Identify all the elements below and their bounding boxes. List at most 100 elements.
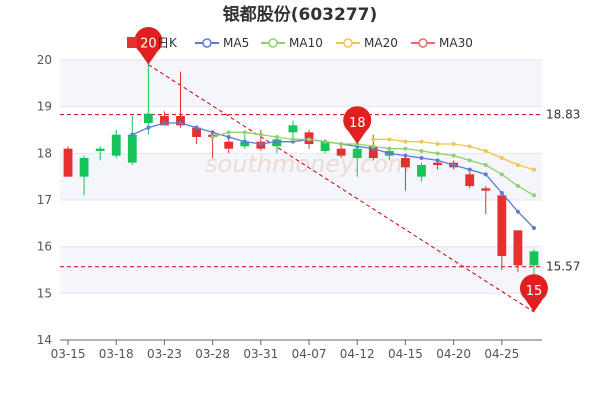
ma20-point [419, 139, 424, 144]
ma5-point [226, 135, 231, 139]
legend-item-ma30[interactable]: MA30 [411, 36, 473, 50]
candle-body [63, 148, 73, 177]
ma20-point [483, 149, 488, 153]
ma10-point [499, 172, 504, 177]
ma5-point [194, 125, 199, 130]
ma10-point [274, 135, 279, 139]
x-tick-label: 03-23 [147, 347, 182, 361]
ma5-point [242, 139, 247, 144]
ma20-point [403, 139, 408, 144]
candle-body [401, 158, 410, 168]
ma10-point [339, 142, 344, 146]
candle-body [127, 134, 137, 163]
candle-body [336, 148, 346, 156]
legend-label-kline: 日K [157, 36, 178, 50]
moving-averages [130, 121, 536, 230]
x-tick-label: 04-07 [292, 347, 327, 361]
candle-body [224, 141, 234, 149]
candle-body [288, 125, 298, 133]
ma10-point [419, 149, 424, 153]
plot-band [60, 60, 542, 107]
ma5-point [499, 191, 504, 195]
candle-body [143, 113, 153, 123]
candle-body [240, 141, 250, 147]
ma5-point [419, 156, 424, 160]
ma10-point [531, 193, 536, 198]
ma20-point [531, 167, 536, 172]
candle-body [320, 141, 330, 151]
ma5-point [451, 163, 456, 167]
ma5-point [210, 130, 215, 135]
y-tick-label: 17 [37, 193, 52, 207]
ma5-point [130, 132, 135, 137]
ma10-point [371, 144, 376, 149]
candle-body [160, 116, 169, 126]
legend-item-ma20[interactable]: MA20 [336, 36, 398, 50]
candle-body [95, 148, 105, 151]
ma10-point [242, 130, 247, 135]
legend-label-ma20: MA20 [364, 36, 398, 50]
candle-body [352, 148, 362, 158]
ma20-point [387, 137, 392, 142]
y-tick-label: 14 [37, 333, 52, 347]
y-tick-label: 20 [37, 53, 52, 67]
reference-lines: 18.83 15.57 [60, 108, 580, 274]
legend-label-ma10: MA10 [289, 36, 323, 50]
x-tick-label: 04-15 [388, 347, 423, 361]
ma10-point [387, 146, 392, 151]
marker-pin [519, 274, 548, 312]
ma20-point [435, 142, 440, 146]
ma5-point [387, 151, 392, 156]
legend-label-ma30: MA30 [439, 36, 473, 50]
axes: 14 15 16 17 18 19 20 03-15 03-18 03-23 03-28 03-31 0… [37, 53, 542, 361]
ma10-point [435, 151, 440, 156]
marker-label: 20 [140, 37, 157, 52]
ma5-point [146, 125, 151, 130]
ma5-point [178, 121, 183, 125]
legend-item-ma10[interactable]: MA10 [261, 36, 323, 50]
ma5-point [467, 167, 472, 172]
ma20-legend-dot [343, 38, 353, 48]
trend-line [148, 64, 535, 313]
x-tick-label: 03-15 [51, 347, 86, 361]
ma5-point [403, 153, 408, 158]
ma10-point [483, 163, 488, 167]
plot-band [60, 293, 542, 340]
ma5-legend-dot [202, 38, 212, 48]
candle-body [465, 174, 475, 186]
ma10-point [307, 137, 312, 142]
x-tick-label: 03-31 [243, 347, 278, 361]
kline-legend-icon [127, 37, 137, 48]
candle-body [513, 230, 523, 266]
ma10-point [467, 158, 472, 163]
ma20-point [515, 163, 520, 167]
ma30-legend-dot [418, 38, 428, 48]
y-tick-label: 19 [37, 100, 52, 114]
x-tick-label: 03-18 [99, 347, 134, 361]
ma20-point [467, 144, 472, 149]
ma20-point [499, 156, 504, 160]
ma10-point [210, 135, 215, 139]
marker-label: 18 [349, 116, 366, 131]
legend-item-kline[interactable]: 日K [127, 36, 178, 50]
ma5-point [483, 172, 488, 177]
ma5-point [531, 226, 536, 230]
ma10-point [403, 146, 408, 151]
ma10-point [258, 132, 263, 137]
candle-body [111, 134, 121, 156]
legend-item-ma5[interactable]: MA5 [195, 36, 249, 50]
ma5-point [162, 121, 167, 125]
candle-body [481, 188, 491, 191]
candle-body [417, 165, 426, 177]
plot-background [60, 60, 542, 340]
ma10-point [515, 184, 520, 188]
x-tick-label: 04-12 [340, 347, 375, 361]
y-tick-label: 16 [37, 240, 52, 254]
candle-body [368, 146, 378, 158]
ma10-point [226, 130, 231, 135]
legend: 日K MA5 MA10 MA20 MA30 [127, 36, 473, 50]
plot-band [60, 200, 542, 247]
chart-title: 银都股份(603277) [223, 4, 378, 25]
